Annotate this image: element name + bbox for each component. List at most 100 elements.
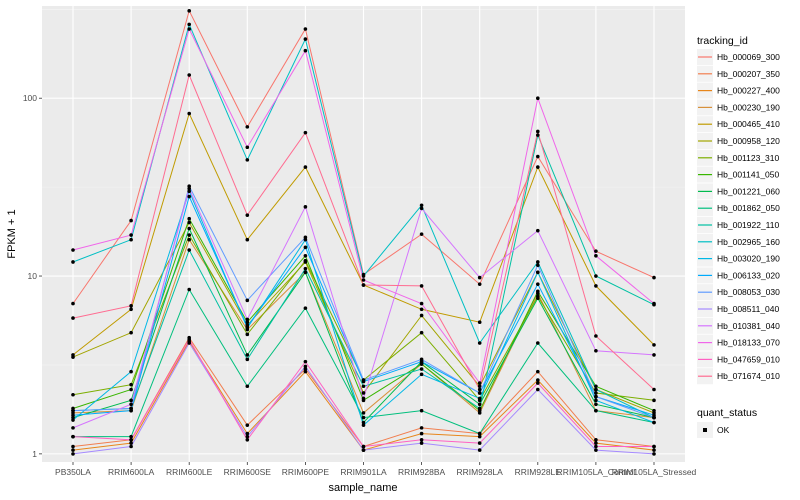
data-point [594, 394, 598, 399]
data-point [477, 320, 482, 325]
data-point [303, 270, 308, 275]
data-point [303, 245, 308, 250]
data-point [419, 284, 424, 288]
data-point [477, 387, 482, 392]
data-point [187, 226, 191, 231]
data-point [245, 353, 250, 357]
data-point [652, 452, 656, 456]
data-point [71, 452, 75, 456]
legend-label: Hb_006133_020 [717, 270, 780, 280]
x-tick-label: RRIM928BA [398, 467, 446, 477]
data-point [129, 437, 133, 442]
data-point [71, 408, 75, 413]
legend-label: Hb_000230_190 [717, 102, 780, 112]
legend-label: Hb_000958_120 [717, 136, 780, 146]
y-axis-title: FPKM + 1 [6, 209, 18, 258]
x-tick-label: RRIM600LA [108, 467, 155, 477]
data-point [245, 324, 250, 329]
data-point [303, 205, 308, 209]
data-point [129, 307, 133, 312]
legend-shape-title: quant_status [697, 407, 757, 419]
data-point [129, 382, 133, 387]
legend-label: Hb_003020_190 [717, 254, 780, 264]
data-point [652, 420, 656, 425]
data-point [419, 232, 424, 236]
legend-label: Hb_000465_410 [717, 119, 780, 129]
legend: tracking_id Hb_000069_300Hb_000207_350Hb… [697, 35, 780, 438]
data-point [361, 411, 366, 415]
data-point [187, 22, 191, 27]
legend-label: Hb_002965_160 [717, 237, 780, 247]
data-point [361, 423, 366, 427]
legend-label: Hb_008053_030 [717, 287, 780, 297]
data-point [245, 317, 250, 322]
data-point [652, 448, 656, 452]
data-point [477, 341, 482, 345]
x-axis-title: sample_name [328, 482, 397, 494]
data-point [536, 381, 540, 385]
data-point [652, 301, 656, 306]
legend-color-title: tracking_id [697, 35, 748, 47]
data-point [536, 96, 540, 101]
data-point [652, 408, 656, 413]
data-point [419, 431, 424, 436]
data-point [187, 220, 191, 225]
data-point [303, 367, 308, 371]
data-point [536, 129, 540, 134]
data-point [536, 133, 540, 137]
x-tick-label: PB350LA [55, 467, 91, 477]
legend-shape-items: OK [697, 422, 730, 438]
data-point [187, 237, 191, 242]
legend-label: Hb_010381_040 [717, 321, 780, 331]
data-point [129, 218, 133, 223]
legend-label: Hb_071674_010 [717, 371, 780, 381]
data-point [245, 423, 250, 427]
data-point [187, 186, 191, 191]
data-point [71, 248, 75, 252]
data-point [187, 287, 191, 292]
data-point [245, 431, 250, 436]
data-point [594, 274, 598, 278]
data-point [594, 348, 598, 353]
data-point [536, 289, 540, 294]
data-point [477, 402, 482, 407]
data-point [245, 437, 250, 442]
data-point [652, 444, 656, 449]
data-point [303, 37, 308, 41]
data-point [303, 253, 308, 258]
data-point [361, 448, 366, 452]
y-tick-label: 10 [28, 271, 38, 281]
data-point [187, 9, 191, 13]
data-point [71, 418, 75, 422]
data-point [477, 275, 482, 280]
data-point [187, 216, 191, 221]
data-point [187, 189, 191, 193]
data-point [594, 441, 598, 445]
data-point [129, 434, 133, 439]
data-point [361, 283, 366, 287]
series-points [71, 9, 656, 456]
data-point [71, 444, 75, 449]
data-point [536, 282, 540, 286]
data-point [594, 402, 598, 407]
data-point [129, 441, 133, 445]
data-point [477, 406, 482, 411]
data-point [419, 426, 424, 430]
data-point [303, 369, 308, 374]
x-axis: PB350LA RRIM600LA RRIM600LE RRIM600SE RRIM60… [55, 462, 697, 477]
data-point [71, 260, 75, 264]
data-point [419, 372, 424, 377]
data-point [245, 298, 250, 303]
data-point [303, 266, 308, 271]
data-point [245, 357, 250, 362]
x-tick-label: RRIM928LE [515, 467, 562, 477]
data-point [71, 413, 75, 417]
data-point [187, 111, 191, 116]
data-point [652, 353, 656, 357]
data-point [536, 228, 540, 233]
legend-label: Hb_001221_060 [717, 186, 780, 196]
legend-label: Hb_001922_110 [717, 220, 780, 230]
legend-label: Hb_001123_310 [717, 153, 780, 163]
data-point [477, 391, 482, 395]
data-point [594, 249, 598, 253]
